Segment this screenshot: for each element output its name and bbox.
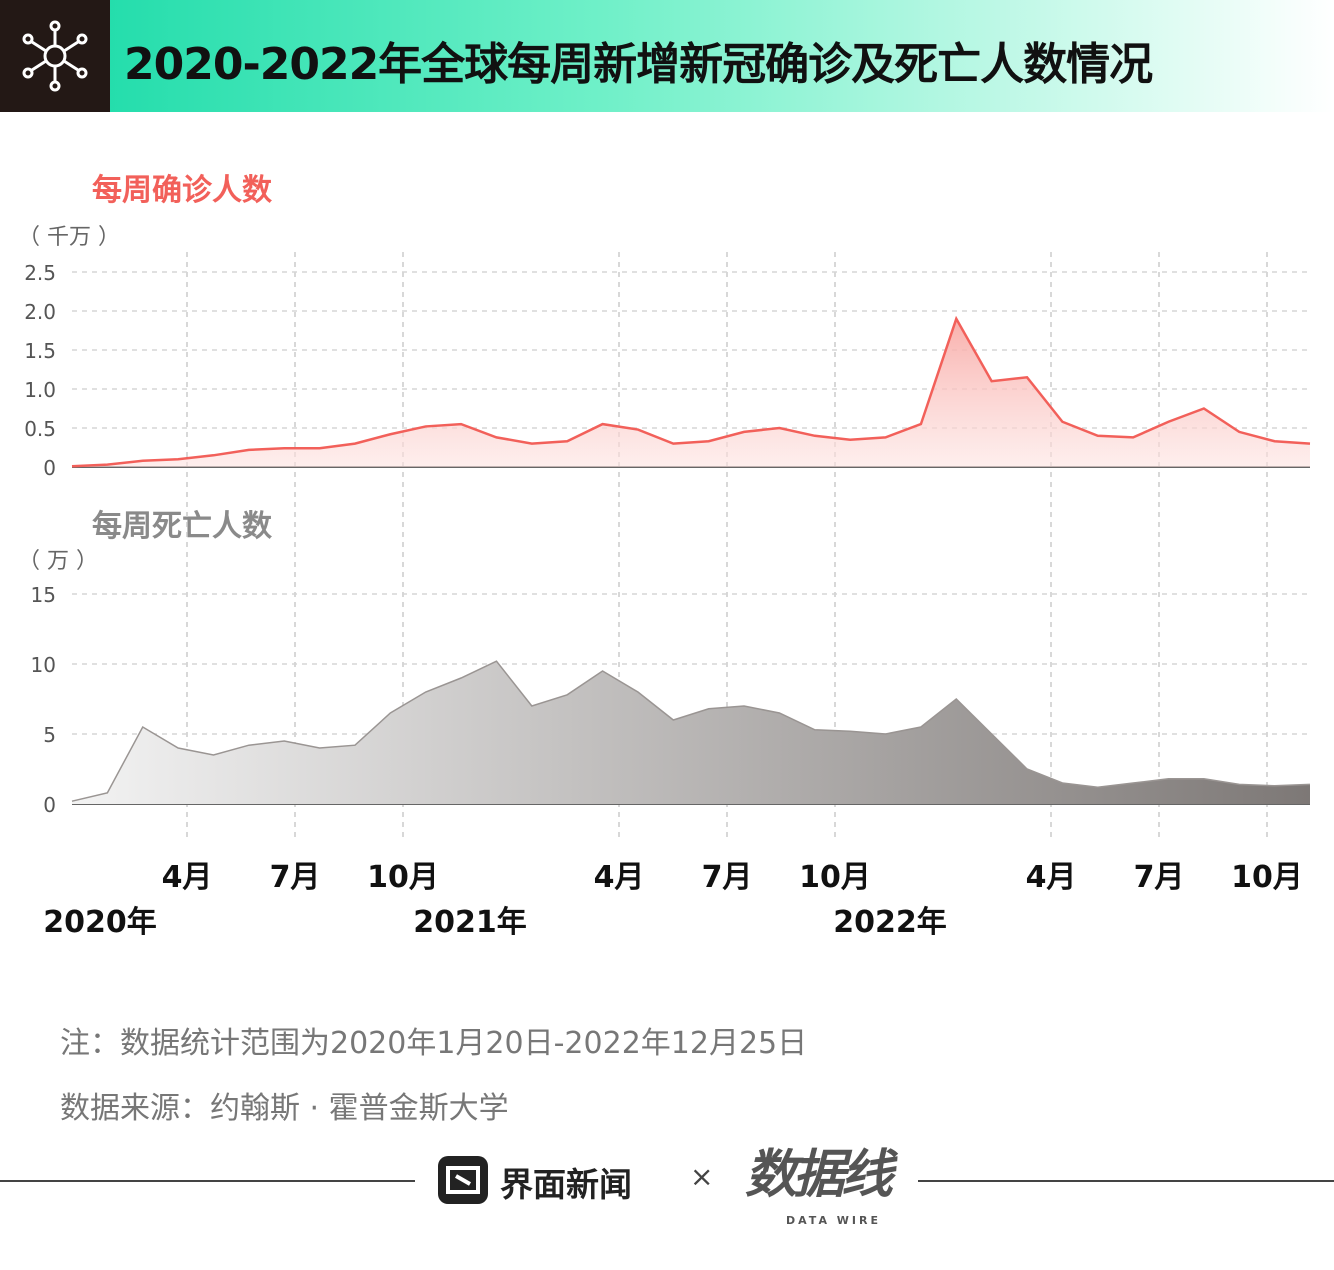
x-month-label: 10月 — [1231, 860, 1303, 895]
x-month-label: 4月 — [594, 860, 645, 895]
confirmed-unit-label: （ 千万 ） — [18, 225, 120, 250]
x-month-label: 7月 — [1134, 860, 1185, 895]
deaths-panel-title: 每周死亡人数 — [92, 509, 273, 544]
deaths-area-fill — [72, 661, 1310, 804]
page-title: 2020-2022年全球每周新增新冠确诊及死亡人数情况 — [124, 39, 1153, 90]
x-month-label: 7月 — [270, 860, 321, 895]
confirmed-area-fill — [72, 318, 1310, 467]
y-tick-label: 1.0 — [24, 378, 56, 402]
y-tick-label: 0.5 — [24, 417, 56, 441]
y-tick-label: 5 — [43, 723, 56, 747]
header-banner: 2020-2022年全球每周新增新冠确诊及死亡人数情况 — [0, 0, 1334, 112]
confirmed-panel-title: 每周确诊人数 — [92, 173, 273, 208]
y-tick-label: 2.0 — [24, 300, 56, 324]
chart-area: 每周确诊人数 （ 千万 ） 每周死亡人数 （ 万 ） 0 0.5 1.0 1.5 2.0… — [18, 173, 1311, 940]
y-tick-labels: 0 0.5 1.0 1.5 2.0 2.5 0 5 10 15 — [24, 261, 56, 817]
x-axis-labels: 4月 7月 10月 4月 7月 10月 4月 7月 10月 2020年 2021年 2022年 — [43, 860, 1303, 940]
confirmed-line — [71, 315, 1311, 468]
brand-jiemian: 界面新闻 — [500, 1165, 632, 1204]
deaths-series — [71, 660, 1311, 804]
footer-divider-left — [0, 1180, 415, 1182]
deaths-unit-label: （ 万 ） — [18, 549, 98, 574]
x-month-label: 10月 — [799, 860, 871, 895]
y-tick-label: 15 — [31, 583, 56, 607]
footer-divider-right — [918, 1180, 1334, 1182]
y-tick-label: 1.5 — [24, 339, 56, 363]
brand-datawire-logo: 数据线 — [745, 1144, 893, 1205]
brand-datawire-sub: DATA WIRE — [786, 1214, 881, 1227]
x-month-label: 10月 — [367, 860, 439, 895]
deaths-line — [71, 660, 1311, 802]
note-range: 注：数据统计范围为2020年1月20日-2022年12月25日 — [60, 1026, 808, 1061]
y-tick-label: 0 — [43, 793, 56, 817]
y-tick-label: 10 — [31, 653, 56, 677]
y-tick-label: 2.5 — [24, 261, 56, 285]
virus-logo-icon — [0, 0, 110, 112]
x-year-label: 2020年 — [43, 905, 157, 940]
x-year-label: 2022年 — [833, 905, 947, 940]
jiemian-logo-icon — [438, 1156, 488, 1204]
x-month-label: 4月 — [162, 860, 213, 895]
x-year-label: 2021年 — [413, 905, 527, 940]
note-source: 数据来源：约翰斯 · 霍普金斯大学 — [60, 1091, 509, 1126]
confirmed-series — [71, 315, 1311, 468]
brand-separator: × — [690, 1160, 714, 1193]
x-month-label: 7月 — [702, 860, 753, 895]
y-tick-label: 0 — [43, 456, 56, 480]
x-month-label: 4月 — [1026, 860, 1077, 895]
